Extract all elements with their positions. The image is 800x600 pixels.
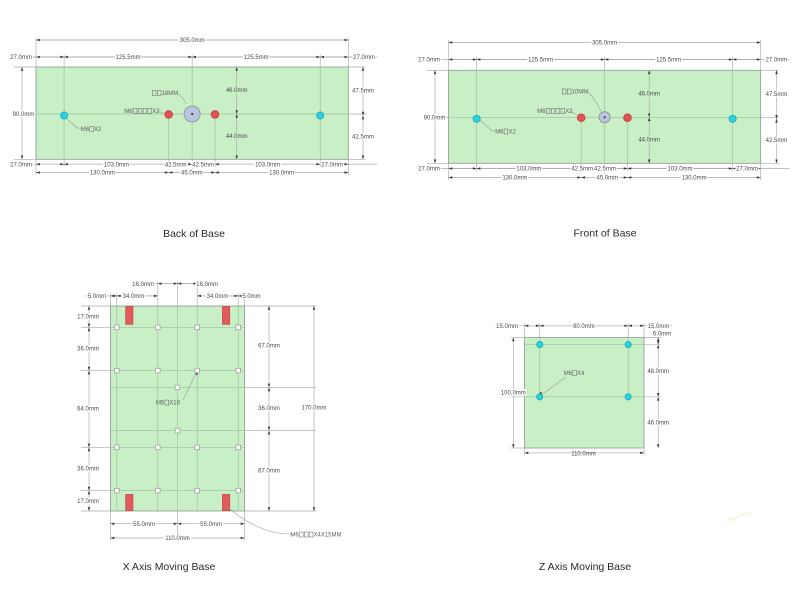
svg-text:X2: X2	[509, 130, 517, 136]
svg-text:42.5mm: 42.5mm	[766, 138, 788, 144]
svg-text:16.0mm: 16.0mm	[132, 282, 154, 288]
svg-text:42.5mm: 42.5mm	[192, 162, 214, 168]
svg-text:80.0mm: 80.0mm	[573, 324, 595, 330]
svg-text:305.0mm: 305.0mm	[592, 41, 617, 47]
svg-text:5.0mm: 5.0mm	[242, 294, 260, 300]
svg-text:M5: M5	[156, 401, 165, 407]
svg-text:10MM: 10MM	[572, 90, 589, 96]
svg-text:36.0mm: 36.0mm	[258, 406, 280, 412]
svg-text:45.0mm: 45.0mm	[181, 171, 203, 177]
svg-text:130.0mm: 130.0mm	[90, 171, 115, 177]
svg-text:36.0mm: 36.0mm	[77, 347, 99, 353]
svg-text:110.0mm: 110.0mm	[165, 536, 190, 542]
svg-text:X2: X2	[565, 109, 573, 115]
svg-text:55.0mm: 55.0mm	[133, 522, 155, 528]
svg-text:42.5mm: 42.5mm	[594, 167, 616, 173]
svg-text:15.0mm: 15.0mm	[496, 324, 518, 330]
svg-text:X4X15MM: X4X15MM	[314, 533, 342, 539]
svg-text:47.5mm: 47.5mm	[766, 92, 788, 98]
svg-text:M6: M6	[124, 109, 133, 115]
svg-text:130.0mm: 130.0mm	[269, 171, 294, 177]
svg-text:6.0mm: 6.0mm	[653, 331, 671, 337]
svg-text:44.0mm: 44.0mm	[638, 138, 660, 144]
svg-text:46.0mm: 46.0mm	[647, 420, 669, 426]
svg-text:125.5mm: 125.5mm	[116, 55, 141, 61]
svg-text:67.0mm: 67.0mm	[258, 344, 280, 350]
svg-text:5.0mm: 5.0mm	[88, 294, 106, 300]
svg-text:16.0mm: 16.0mm	[196, 282, 218, 288]
svg-text:48.0mm: 48.0mm	[647, 369, 669, 375]
svg-text:170.0mm: 170.0mm	[301, 406, 326, 412]
svg-text:305.0mm: 305.0mm	[180, 38, 205, 44]
svg-text:64.0mm: 64.0mm	[77, 407, 99, 413]
svg-text:M6: M6	[495, 130, 504, 136]
svg-text:42.5mm: 42.5mm	[165, 162, 187, 168]
svg-text:X Axis Moving Base: X Axis Moving Base	[123, 561, 216, 573]
svg-text:M6: M6	[81, 127, 90, 133]
svg-text:103.0mm: 103.0mm	[668, 167, 693, 173]
svg-text:M6: M6	[290, 533, 299, 539]
svg-text:55.0mm: 55.0mm	[200, 522, 222, 528]
svg-text:27.0mm: 27.0mm	[736, 167, 758, 173]
svg-text:Z Axis Moving Base: Z Axis Moving Base	[539, 561, 631, 573]
svg-text:X2: X2	[94, 127, 102, 133]
svg-text:103.0mm: 103.0mm	[104, 162, 129, 168]
svg-text:46.0mm: 46.0mm	[226, 88, 248, 94]
svg-text:46.0mm: 46.0mm	[638, 92, 660, 98]
svg-text:100.0mm: 100.0mm	[501, 391, 526, 397]
svg-text:27.0mm: 27.0mm	[353, 55, 375, 61]
svg-text:27.0mm: 27.0mm	[418, 58, 440, 64]
svg-text:Front of Base: Front of Base	[573, 228, 636, 240]
svg-text:27.0mm: 27.0mm	[766, 58, 788, 64]
svg-text:90.0mm: 90.0mm	[13, 112, 35, 118]
svg-text:17.0mm: 17.0mm	[77, 499, 99, 505]
svg-text:47.5mm: 47.5mm	[352, 89, 374, 95]
svg-text:15.0mm: 15.0mm	[648, 324, 670, 330]
svg-text:130.0mm: 130.0mm	[682, 176, 707, 182]
svg-text:125.5mm: 125.5mm	[656, 58, 681, 64]
svg-text:X18: X18	[169, 401, 180, 407]
svg-text:103.0mm: 103.0mm	[516, 167, 541, 173]
svg-text:34.0mm: 34.0mm	[207, 294, 229, 300]
svg-text:M6: M6	[564, 371, 573, 377]
svg-text:M6: M6	[537, 109, 546, 115]
svg-text:42.5mm: 42.5mm	[352, 134, 374, 140]
svg-text:18MM: 18MM	[162, 91, 179, 97]
svg-text:27.0mm: 27.0mm	[321, 162, 343, 168]
svg-text:125.5mm: 125.5mm	[244, 55, 269, 61]
svg-text:103.0mm: 103.0mm	[255, 162, 280, 168]
svg-text:90.0mm: 90.0mm	[424, 116, 446, 122]
svg-text:27.0mm: 27.0mm	[418, 167, 440, 173]
svg-text:130.0mm: 130.0mm	[502, 176, 527, 182]
svg-text:X4: X4	[577, 371, 585, 377]
svg-text:110.0mm: 110.0mm	[571, 452, 596, 458]
svg-text:27.0mm: 27.0mm	[10, 55, 32, 61]
svg-text:X2: X2	[152, 109, 160, 115]
svg-text:42.5mm: 42.5mm	[571, 167, 593, 173]
svg-text:67.0mm: 67.0mm	[258, 469, 280, 475]
svg-text:125.5mm: 125.5mm	[528, 58, 553, 64]
svg-text:17.0mm: 17.0mm	[77, 315, 99, 321]
svg-text:36.0mm: 36.0mm	[77, 467, 99, 473]
svg-text:Back of Base: Back of Base	[163, 228, 225, 240]
svg-text:45.0mm: 45.0mm	[597, 176, 619, 182]
svg-text:34.0mm: 34.0mm	[123, 294, 145, 300]
svg-text:27.0mm: 27.0mm	[10, 162, 32, 168]
svg-text:44.0mm: 44.0mm	[226, 134, 248, 140]
